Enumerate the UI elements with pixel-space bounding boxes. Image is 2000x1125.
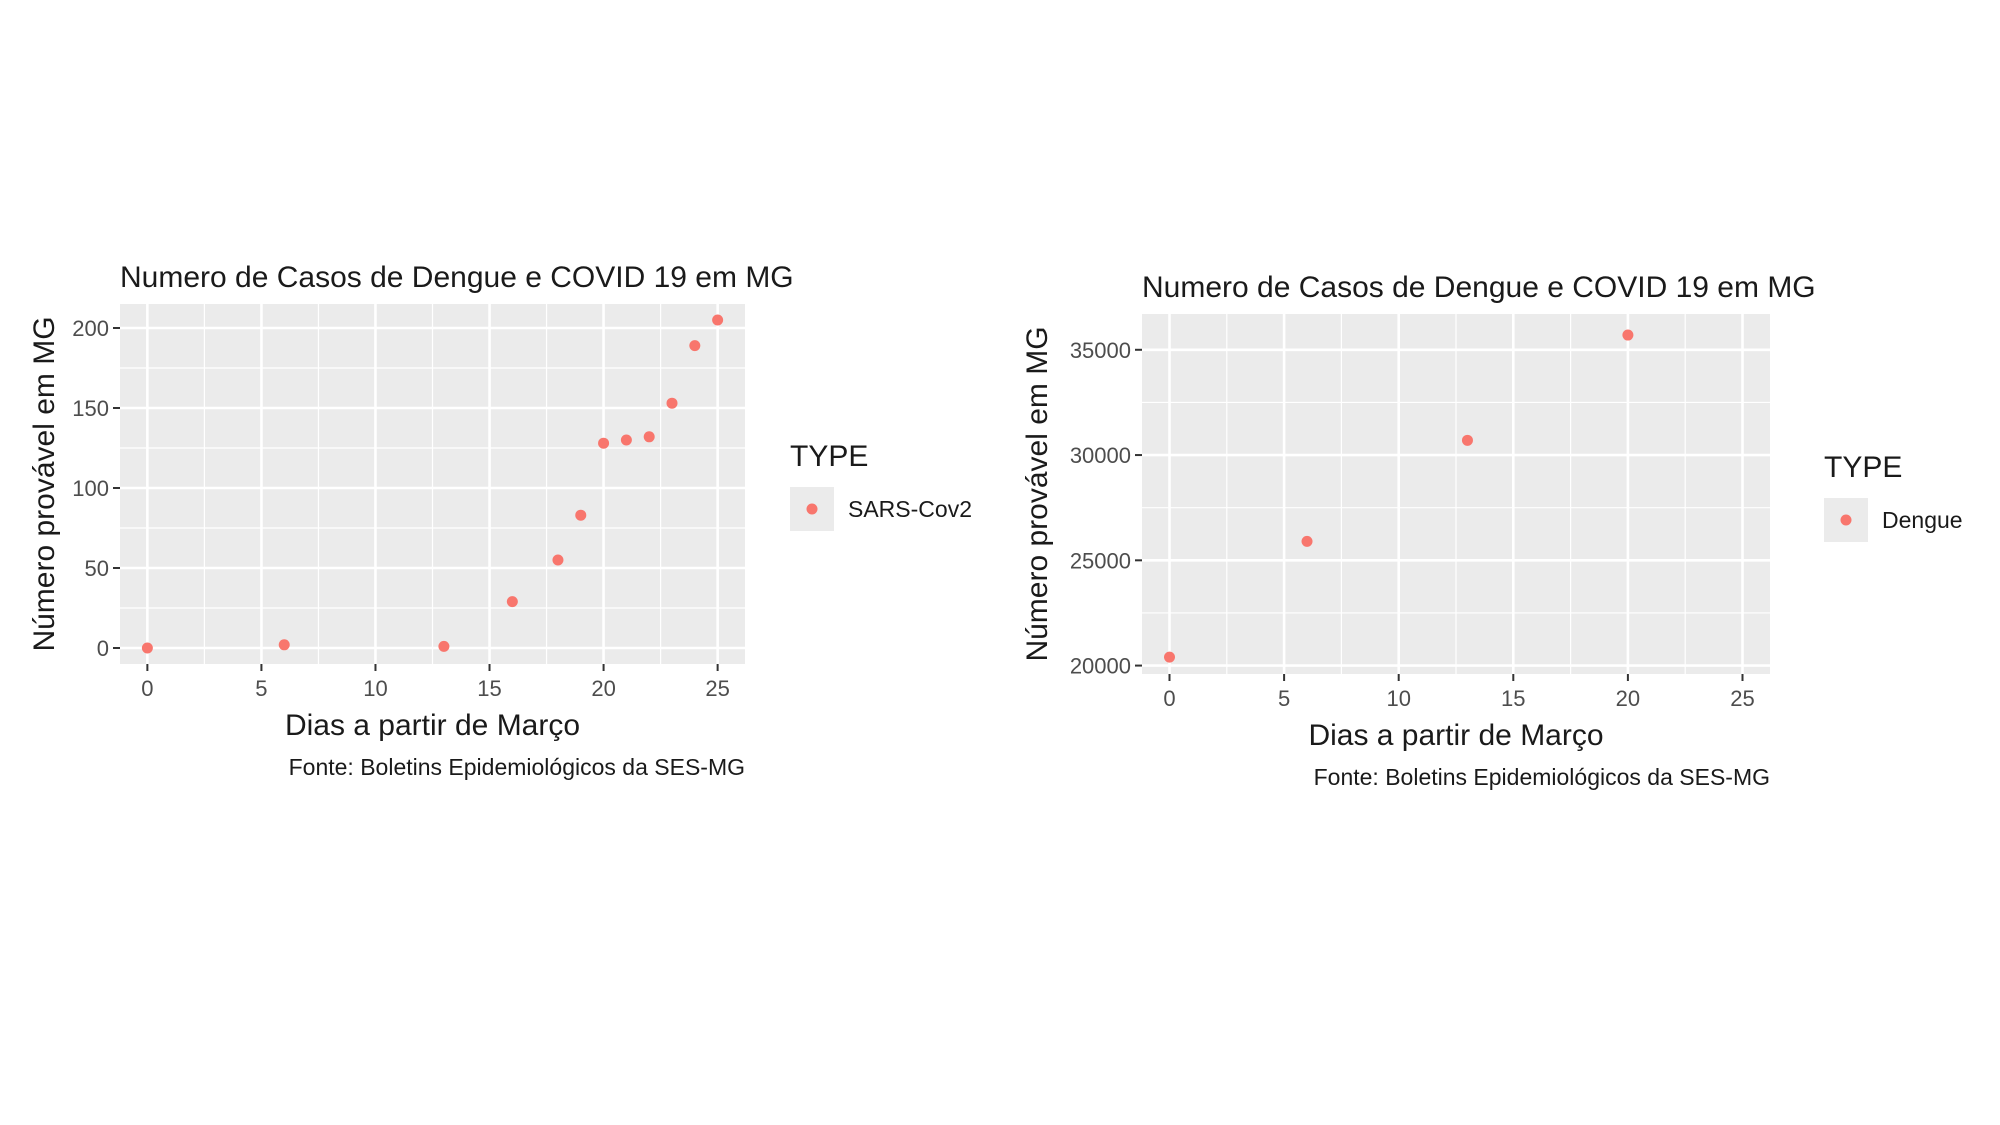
data-point <box>643 431 655 443</box>
x-tick-label: 25 <box>1730 686 1754 711</box>
x-tick-label: 0 <box>1163 686 1175 711</box>
data-point <box>689 340 701 352</box>
data-point <box>1461 434 1473 446</box>
data-point <box>620 434 632 446</box>
x-tick-label: 15 <box>1501 686 1525 711</box>
data-point <box>1301 535 1313 547</box>
x-tick-label: 5 <box>255 676 267 701</box>
legend-title: TYPE <box>1824 451 1902 484</box>
y-axis-label: Número provável em MG <box>28 316 61 651</box>
grid-minor <box>1142 314 1770 674</box>
data-point <box>598 437 610 449</box>
y-tick-label: 50 <box>85 556 109 581</box>
chart-title: Numero de Casos de Dengue e COVID 19 em … <box>120 261 794 294</box>
legend-key-point <box>1840 514 1852 526</box>
legend-key-point <box>806 503 818 515</box>
x-tick-label: 0 <box>141 676 153 701</box>
y-tick-label: 35000 <box>1070 338 1131 363</box>
data-point <box>575 509 587 521</box>
data-point <box>506 596 518 608</box>
data-point <box>712 314 724 326</box>
grid-major <box>1142 314 1770 674</box>
x-tick-label: 10 <box>1386 686 1410 711</box>
y-tick-label: 20000 <box>1070 654 1131 679</box>
grid-minor <box>120 304 745 664</box>
data-point <box>278 639 290 651</box>
axis-ticks: 0 5 10 15 20 25 0 50 100 150 200 <box>72 316 730 701</box>
chart-dengue: Numero de Casos de Dengue e COVID 19 em … <box>1000 0 2000 1125</box>
chart-caption: Fonte: Boletins Epidemiológicos da SES-M… <box>1314 764 1770 790</box>
y-tick-label: 200 <box>72 316 109 341</box>
data-point <box>666 397 678 409</box>
chart-svg: Numero de Casos de Dengue e COVID 19 em … <box>28 261 972 780</box>
x-axis-label: Dias a partir de Março <box>285 709 580 742</box>
chart-title: Numero de Casos de Dengue e COVID 19 em … <box>1142 271 1816 304</box>
points <box>141 314 724 654</box>
legend-title: TYPE <box>790 440 868 473</box>
chart-sars-cov2: Numero de Casos de Dengue e COVID 19 em … <box>28 261 972 780</box>
data-point <box>1164 651 1176 663</box>
y-axis-label: Número provável em MG <box>1021 326 1054 661</box>
grid-major <box>120 304 745 664</box>
y-tick-label: 150 <box>72 396 109 421</box>
chart-caption: Fonte: Boletins Epidemiológicos da SES-M… <box>289 754 745 780</box>
data-point <box>438 640 450 652</box>
data-point <box>1622 329 1634 341</box>
legend-entry-label: Dengue <box>1882 507 1963 533</box>
y-tick-label: 30000 <box>1070 443 1131 468</box>
points <box>1164 329 1634 663</box>
x-tick-label: 20 <box>1616 686 1640 711</box>
data-point <box>552 554 564 566</box>
data-point <box>141 642 153 654</box>
y-tick-label: 0 <box>97 636 109 661</box>
x-tick-label: 25 <box>705 676 729 701</box>
legend-entry-label: SARS-Cov2 <box>848 496 972 522</box>
axis-ticks: 0 5 10 15 20 25 20000 25000 30000 35000 <box>1070 338 1755 711</box>
x-axis-label: Dias a partir de Março <box>1308 719 1603 752</box>
chart-svg: Numero de Casos de Dengue e COVID 19 em … <box>1021 271 1963 790</box>
y-tick-label: 25000 <box>1070 548 1131 573</box>
x-tick-label: 10 <box>363 676 387 701</box>
x-tick-label: 20 <box>591 676 615 701</box>
x-tick-label: 15 <box>477 676 501 701</box>
y-tick-label: 100 <box>72 476 109 501</box>
x-tick-label: 5 <box>1278 686 1290 711</box>
